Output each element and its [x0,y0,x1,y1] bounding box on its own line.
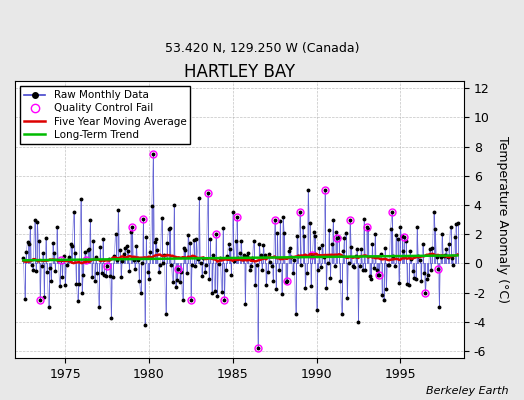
Y-axis label: Temperature Anomaly (°C): Temperature Anomaly (°C) [496,136,509,303]
Text: Berkeley Earth: Berkeley Earth [426,386,508,396]
Title: HARTLEY BAY: HARTLEY BAY [184,63,295,81]
Text: 53.420 N, 129.250 W (Canada): 53.420 N, 129.250 W (Canada) [165,42,359,55]
Legend: Raw Monthly Data, Quality Control Fail, Five Year Moving Average, Long-Term Tren: Raw Monthly Data, Quality Control Fail, … [20,86,190,144]
